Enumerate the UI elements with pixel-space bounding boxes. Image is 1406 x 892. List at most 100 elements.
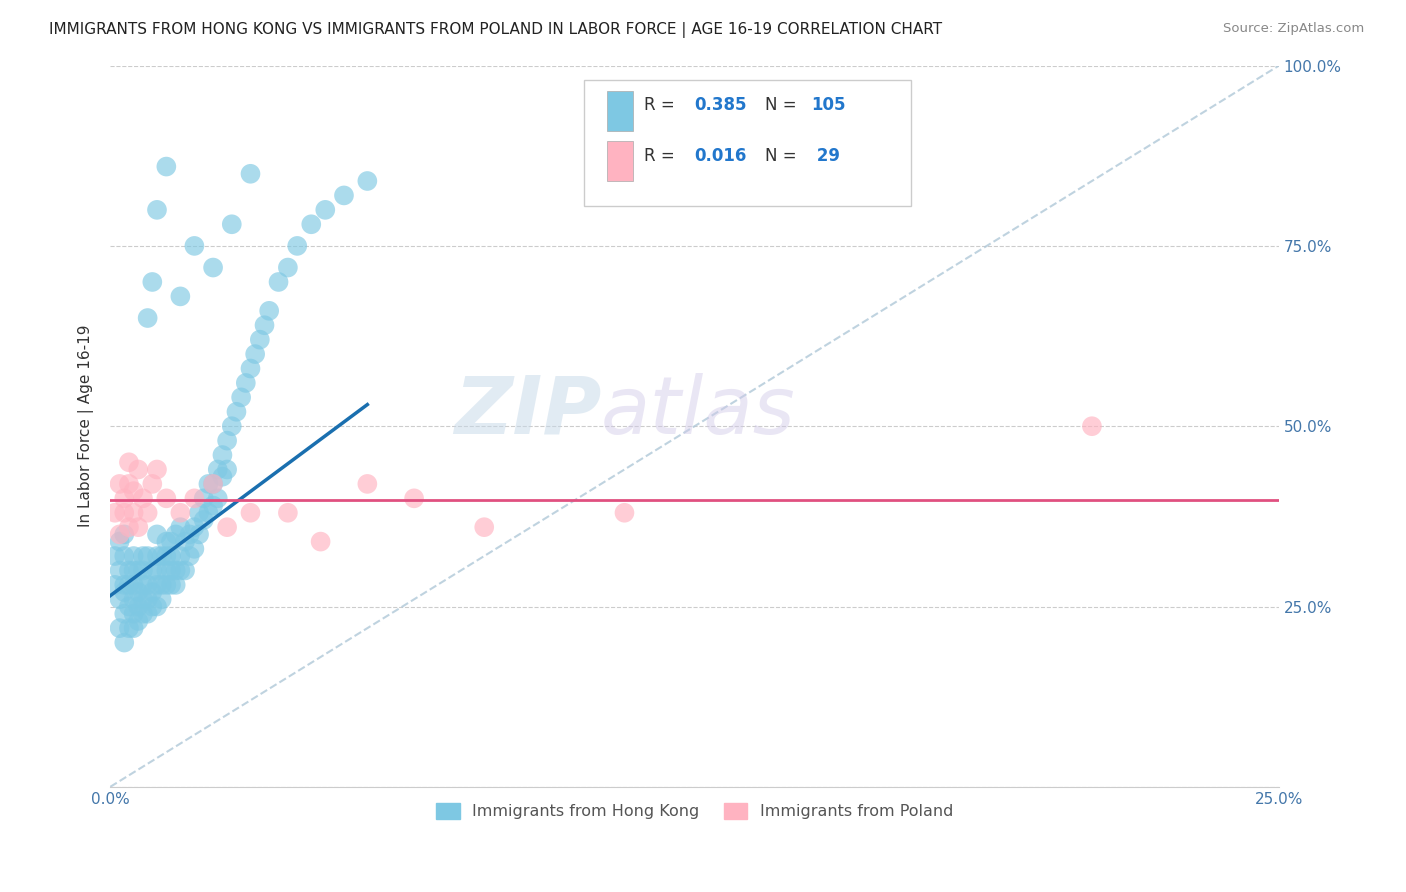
Point [146,527,169,541]
Point [188,527,211,541]
Point [207,462,229,476]
Point [122,506,145,520]
Point [356,174,378,188]
Text: 29: 29 [811,147,841,165]
Point [404,491,426,506]
Point [309,534,332,549]
Point [472,520,495,534]
Point [136,592,159,607]
Point [243,347,266,361]
Point [197,506,219,520]
Point [136,549,159,563]
Point [146,549,169,563]
Point [108,592,131,607]
Point [193,491,215,506]
Point [202,260,225,275]
Point [169,549,191,563]
Point [122,549,145,563]
Bar [607,91,633,130]
Point [333,188,356,202]
Point [169,506,191,520]
Point [202,499,225,513]
Point [160,549,183,563]
Point [231,390,253,404]
Point [146,564,169,578]
Point [112,549,135,563]
Point [132,549,155,563]
Point [132,607,155,621]
Point [122,621,145,635]
Point [127,585,149,599]
Text: 0.385: 0.385 [695,96,747,114]
Point [146,202,169,217]
FancyBboxPatch shape [583,80,911,206]
Point [314,202,336,217]
Point [155,160,177,174]
Point [277,260,299,275]
Point [132,491,155,506]
Text: Source: ZipAtlas.com: Source: ZipAtlas.com [1223,22,1364,36]
Point [136,506,159,520]
Point [211,448,233,462]
Point [141,476,163,491]
Point [207,491,229,506]
Point [225,405,247,419]
Point [118,564,141,578]
Legend: Immigrants from Hong Kong, Immigrants from Poland: Immigrants from Hong Kong, Immigrants fr… [429,797,960,826]
Point [104,506,127,520]
Text: IMMIGRANTS FROM HONG KONG VS IMMIGRANTS FROM POLAND IN LABOR FORCE | AGE 16-19 C: IMMIGRANTS FROM HONG KONG VS IMMIGRANTS … [49,22,942,38]
Point [146,578,169,592]
Point [217,520,239,534]
Point [160,534,183,549]
Point [179,527,201,541]
Point [169,520,191,534]
Point [112,491,135,506]
Point [112,506,135,520]
Point [150,578,173,592]
Point [217,434,239,448]
Point [239,167,262,181]
Point [165,527,187,541]
Point [217,462,239,476]
Point [112,527,135,541]
Point [1081,419,1104,434]
Point [197,476,219,491]
Point [118,621,141,635]
Text: 0.016: 0.016 [695,147,747,165]
Point [118,578,141,592]
Point [122,484,145,499]
Point [221,217,243,231]
Point [160,578,183,592]
Point [202,476,225,491]
Point [150,549,173,563]
Point [127,614,149,628]
Point [122,592,145,607]
Point [146,462,169,476]
Point [183,491,205,506]
Point [249,333,271,347]
Point [118,599,141,614]
Text: R =: R = [644,147,681,165]
Point [183,520,205,534]
Point [211,469,233,483]
Point [169,289,191,303]
Point [235,376,257,390]
Point [112,585,135,599]
Point [165,564,187,578]
Point [239,506,262,520]
Text: N =: N = [765,147,801,165]
Point [141,585,163,599]
Point [112,635,135,649]
Point [277,506,299,520]
Point [146,599,169,614]
Point [193,513,215,527]
Point [160,564,183,578]
Point [141,564,163,578]
Bar [607,141,633,181]
Point [112,578,135,592]
Point [122,564,145,578]
Point [613,506,636,520]
Point [356,476,378,491]
Point [188,506,211,520]
Text: ZIP: ZIP [454,373,602,450]
